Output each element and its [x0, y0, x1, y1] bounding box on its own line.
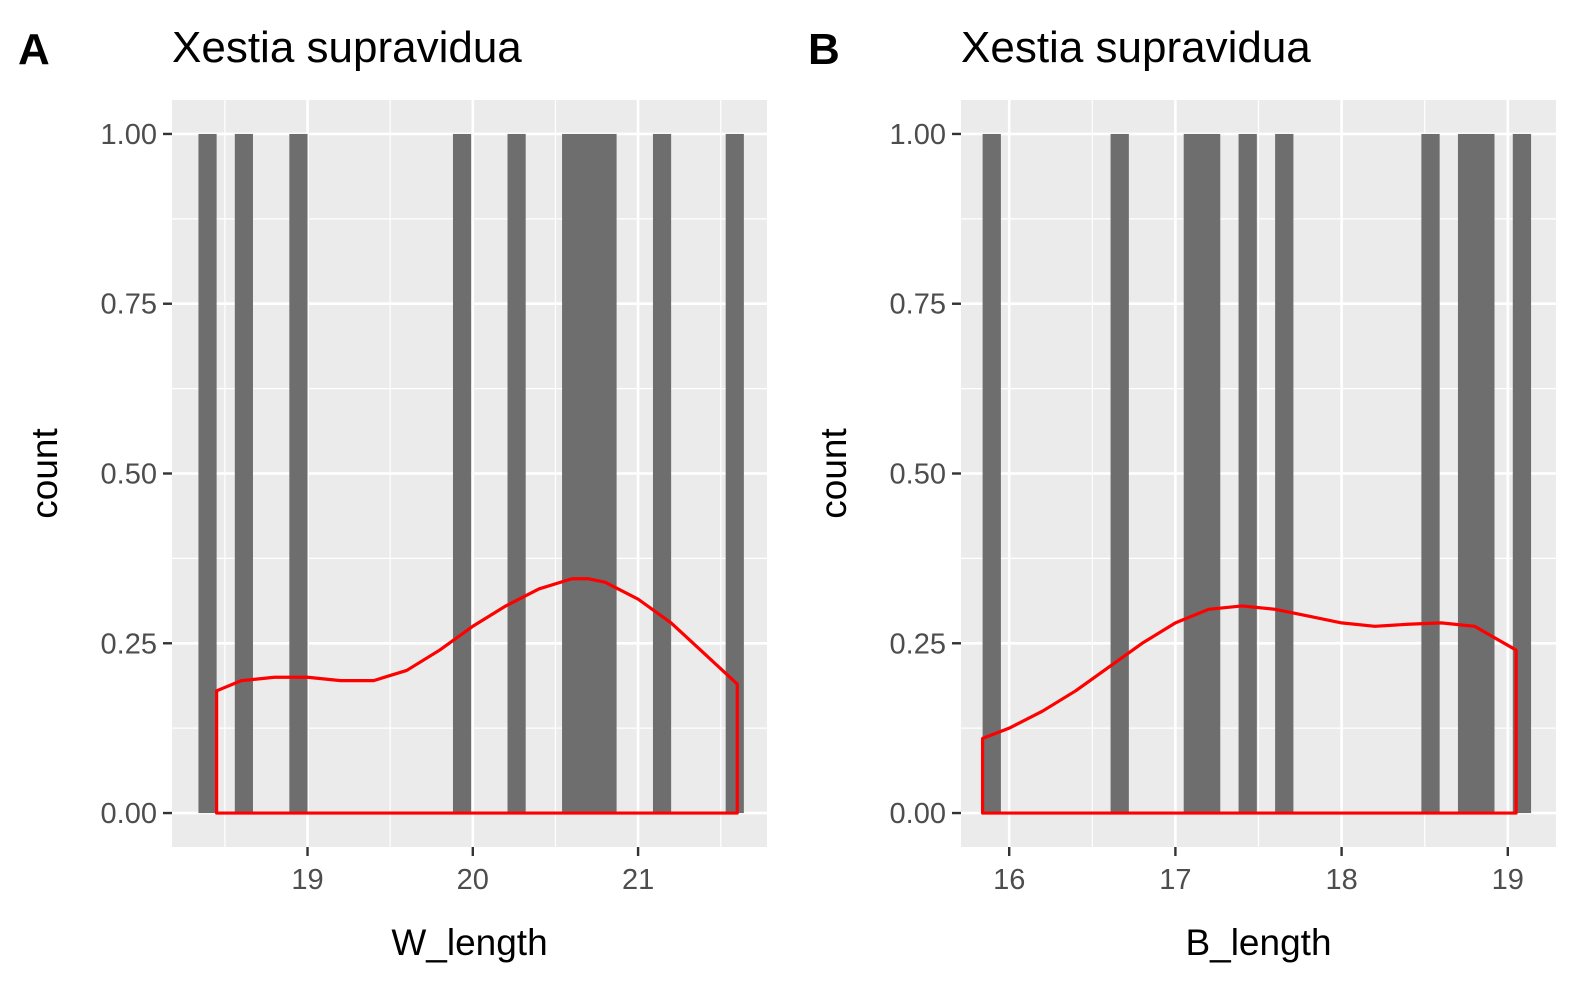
- density-line: [215, 577, 739, 815]
- histogram-bar: [1183, 133, 1221, 814]
- y-tick-label: 0.00: [101, 798, 157, 830]
- histogram-bar: [982, 133, 1001, 814]
- panel-label: B: [808, 25, 840, 74]
- x-tick-label: 20: [457, 864, 489, 896]
- x-tick-label: 17: [1159, 864, 1191, 896]
- x-axis-title: B_length: [1185, 922, 1331, 963]
- y-axis: 0.00 0.25 0.50 0.75 1.00: [890, 119, 961, 830]
- histogram-bar: [1421, 133, 1440, 814]
- x-tick-label: 19: [291, 864, 323, 896]
- histogram-bar: [1110, 133, 1129, 814]
- histogram-bar: [562, 133, 617, 814]
- density-line: [981, 604, 1518, 815]
- y-tick-label: 0.75: [890, 289, 946, 321]
- panel-a: A Xestia supravidua 0.00 0.25 0.50 0.75 1.00…: [18, 23, 767, 963]
- histogram-bar: [507, 133, 526, 814]
- x-tick-label: 19: [1492, 864, 1524, 896]
- y-axis-title: count: [24, 428, 65, 519]
- histogram-bar: [725, 133, 744, 814]
- panel-b: B Xestia supravidua 0.00 0.25 0.50 0.75 1.00…: [808, 23, 1556, 963]
- y-tick-label: 1.00: [101, 119, 157, 151]
- density-curve: [981, 604, 1518, 815]
- y-tick-label: 1.00: [890, 119, 946, 151]
- histogram-bars: [198, 133, 744, 814]
- y-tick-label: 0.25: [890, 628, 946, 660]
- histogram-bar: [1238, 133, 1257, 814]
- x-tick-label: 18: [1325, 864, 1357, 896]
- x-axis: 19 20 21: [291, 847, 654, 896]
- histogram-bars: [982, 133, 1532, 814]
- histogram-bar: [1457, 133, 1495, 814]
- histogram-bar: [452, 133, 472, 814]
- y-tick-label: 0.25: [101, 628, 157, 660]
- histogram-bar: [1275, 133, 1294, 814]
- x-axis-title: W_length: [391, 922, 547, 963]
- histogram-bar: [652, 133, 672, 814]
- histogram-bar: [289, 133, 308, 814]
- x-axis: 16 17 18 19: [993, 847, 1524, 896]
- y-tick-label: 0.50: [890, 459, 946, 491]
- x-tick-label: 16: [993, 864, 1025, 896]
- panel-label: A: [18, 25, 50, 74]
- y-axis-title: count: [813, 428, 854, 519]
- histogram-bar: [198, 133, 217, 814]
- histogram-bar: [234, 133, 253, 814]
- y-tick-label: 0.00: [890, 798, 946, 830]
- y-tick-label: 0.50: [101, 459, 157, 491]
- y-tick-label: 0.75: [101, 289, 157, 321]
- x-tick-label: 21: [622, 864, 654, 896]
- y-axis: 0.00 0.25 0.50 0.75 1.00: [101, 119, 172, 830]
- chart-title: Xestia supravidua: [172, 23, 522, 72]
- chart-title: Xestia supravidua: [961, 23, 1311, 72]
- grid: [961, 100, 1556, 847]
- histogram-bar: [1512, 133, 1532, 814]
- density-curve: [215, 577, 739, 815]
